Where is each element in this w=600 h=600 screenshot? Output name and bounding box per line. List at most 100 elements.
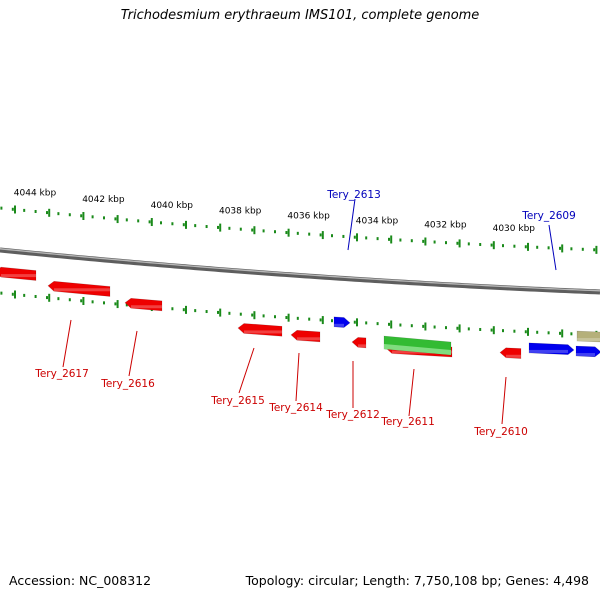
minor-tick: [80, 299, 83, 303]
gene-leader-line: [238, 347, 255, 394]
minor-tick: [524, 330, 527, 334]
gene-arrow[interactable]: [290, 329, 321, 343]
minor-tick: [547, 246, 550, 250]
minor-tick: [205, 310, 208, 314]
minor-tick: [182, 308, 185, 312]
backbone-line: [0, 247, 600, 295]
minor-tick: [422, 239, 425, 243]
minor-tick: [103, 216, 105, 220]
minor-tick: [524, 245, 527, 249]
minor-tick: [217, 310, 219, 314]
minor-tick: [410, 324, 413, 328]
minor-tick: [34, 294, 37, 298]
minor-tick: [365, 321, 368, 325]
minor-tick: [570, 332, 573, 336]
minor-tick: [137, 219, 140, 223]
minor-tick: [399, 323, 402, 327]
major-tick: [48, 208, 51, 217]
minor-tick: [433, 240, 436, 244]
gene-label[interactable]: Tery_2614: [268, 402, 323, 414]
minor-tick: [536, 245, 539, 249]
major-tick: [458, 239, 461, 248]
minor-tick: [57, 212, 60, 216]
major-tick: [14, 205, 16, 214]
minor-tick: [490, 328, 493, 332]
minor-tick: [365, 236, 368, 240]
gene-arrow[interactable]: [499, 347, 522, 359]
scale-tick-label: 4040 kbp: [151, 201, 194, 211]
minor-tick: [148, 220, 151, 224]
major-tick: [458, 324, 461, 333]
gene-label[interactable]: Tery_2609: [521, 210, 576, 222]
minor-tick: [388, 322, 390, 326]
gene-label[interactable]: Tery_2613: [326, 189, 381, 201]
gene-arrow[interactable]: [124, 297, 163, 312]
major-tick: [321, 231, 324, 240]
gene-label[interactable]: Tery_2611: [380, 416, 435, 428]
scale-tick-label: 4030 kbp: [493, 224, 536, 234]
minor-tick: [182, 223, 185, 227]
minor-tick: [581, 247, 584, 251]
major-tick: [424, 237, 427, 246]
minor-tick: [251, 313, 254, 317]
minor-tick: [46, 296, 48, 300]
gene-label[interactable]: Tery_2610: [473, 426, 528, 438]
gene-label[interactable]: Tery_2615: [210, 395, 265, 407]
minor-tick: [194, 224, 197, 228]
minor-tick: [547, 331, 550, 335]
gene-leader-line: [501, 376, 507, 425]
scale-tick-label: 4042 kbp: [82, 195, 125, 205]
gene-arrow[interactable]: [351, 337, 367, 349]
gene-leader-line: [548, 224, 557, 271]
minor-tick: [502, 244, 504, 248]
minor-tick: [388, 237, 390, 241]
gene-arrow[interactable]: [575, 345, 600, 358]
minor-tick: [319, 318, 322, 322]
major-tick: [219, 223, 222, 232]
major-tick: [116, 215, 119, 224]
minor-tick: [114, 217, 117, 221]
minor-tick: [467, 242, 470, 246]
minor-tick: [308, 317, 311, 321]
gene-arrow[interactable]: [333, 316, 351, 328]
minor-tick: [536, 330, 539, 334]
major-tick: [561, 329, 564, 338]
minor-tick: [171, 307, 174, 311]
gene-label[interactable]: Tery_2616: [100, 378, 155, 390]
scale-tick-label: 4038 kbp: [219, 207, 262, 217]
gene-label[interactable]: Tery_2612: [325, 409, 380, 421]
minor-tick: [23, 293, 26, 297]
minor-tick: [125, 218, 128, 222]
minor-tick: [205, 225, 208, 229]
minor-tick: [80, 214, 83, 218]
minor-tick: [34, 209, 37, 213]
major-tick: [287, 313, 290, 322]
gene-arrow[interactable]: [47, 280, 111, 297]
major-tick: [14, 290, 16, 299]
gene-label[interactable]: Tery_2617: [34, 368, 89, 380]
minor-tick: [513, 244, 516, 248]
minor-tick: [274, 315, 276, 319]
major-tick: [253, 226, 256, 235]
gene-arrow[interactable]: [237, 323, 283, 337]
scale-tick-label: 4032 kbp: [424, 220, 467, 230]
minor-tick: [479, 327, 482, 331]
gene-arrow[interactable]: [0, 266, 37, 281]
minor-tick: [285, 316, 288, 320]
major-tick: [561, 244, 564, 253]
minor-tick: [114, 302, 117, 306]
gene-arrow[interactable]: [528, 342, 575, 355]
minor-tick: [23, 208, 26, 212]
minor-tick: [308, 232, 311, 236]
major-tick: [253, 311, 256, 320]
rna-feature[interactable]: [383, 335, 452, 356]
major-tick: [527, 327, 529, 336]
minor-tick: [0, 291, 3, 295]
major-tick: [116, 300, 119, 309]
gene-arrow[interactable]: [576, 330, 600, 343]
minor-tick: [376, 322, 379, 326]
minor-tick: [125, 303, 128, 307]
minor-tick: [570, 247, 573, 251]
minor-tick: [410, 239, 413, 243]
